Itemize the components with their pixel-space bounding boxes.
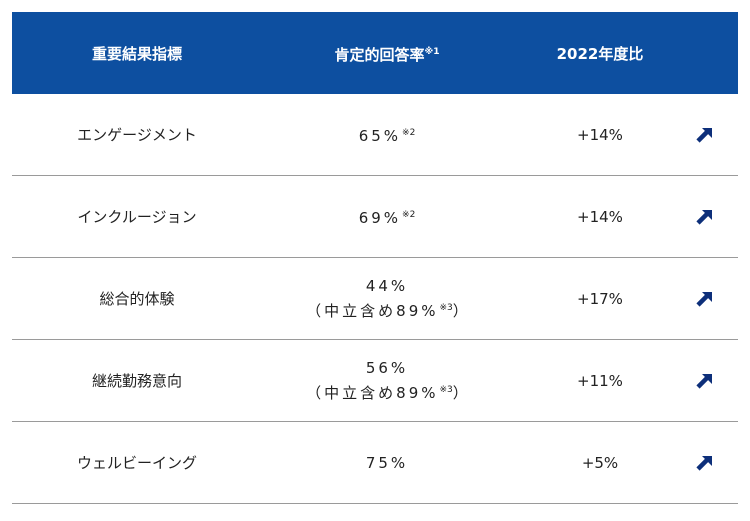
header-change: 2022年度比 bbox=[556, 44, 644, 63]
value-text: 56% bbox=[365, 359, 409, 377]
arrow-up-right-icon bbox=[696, 209, 712, 225]
value-footnote: ※2 bbox=[402, 128, 416, 138]
row-label: 総合的体験 bbox=[99, 290, 175, 308]
row-value: 56% （中立含め89%※3） bbox=[262, 357, 512, 404]
value-text: 69% bbox=[358, 209, 402, 227]
row-label: インクルージョン bbox=[77, 208, 197, 226]
row-label: エンゲージメント bbox=[77, 126, 197, 144]
header-footnote: ※1 bbox=[424, 46, 440, 57]
table-row: エンゲージメント 65%※2 +14% bbox=[12, 94, 738, 176]
subtext-close: ） bbox=[452, 302, 468, 320]
row-change: +5% bbox=[581, 453, 619, 472]
value-text: 44% bbox=[365, 277, 409, 295]
table-row: 総合的体験 44% （中立含め89%※3） +17% bbox=[12, 258, 738, 340]
subtext-main: （中立含め89% bbox=[306, 384, 439, 402]
row-change: +17% bbox=[577, 289, 623, 308]
table-row: 継続勤務意向 56% （中立含め89%※3） +11% bbox=[12, 340, 738, 422]
value-subtext: （中立含め89%※3） bbox=[262, 297, 512, 322]
row-value: 44% （中立含め89%※3） bbox=[262, 275, 512, 322]
header-kpi: 重要結果指標 bbox=[91, 44, 182, 63]
row-change: +11% bbox=[577, 371, 623, 390]
row-value: 65%※2 bbox=[262, 122, 512, 147]
row-label: ウェルビーイング bbox=[76, 454, 197, 472]
subtext-footnote: ※3 bbox=[439, 385, 453, 395]
header-positive-rate: 肯定的回答率※1 bbox=[262, 41, 512, 66]
value-text: 65% bbox=[358, 127, 402, 145]
value-text: 75% bbox=[365, 453, 409, 472]
row-value: 75% bbox=[262, 452, 512, 474]
row-label: 継続勤務意向 bbox=[91, 372, 182, 390]
arrow-up-right-icon bbox=[696, 455, 712, 471]
header-positive-rate-label: 肯定的回答率 bbox=[334, 45, 425, 64]
kpi-table: 重要結果指標 肯定的回答率※1 2022年度比 エンゲージメント 65%※2 +… bbox=[12, 12, 738, 504]
subtext-close: ） bbox=[452, 384, 468, 402]
table-row: ウェルビーイング 75% +5% bbox=[12, 422, 738, 504]
value-subtext: （中立含め89%※3） bbox=[262, 379, 512, 404]
table-row: インクルージョン 69%※2 +14% bbox=[12, 176, 738, 258]
subtext-footnote: ※3 bbox=[439, 303, 453, 313]
value-footnote: ※2 bbox=[402, 210, 416, 220]
arrow-up-right-icon bbox=[696, 291, 712, 307]
arrow-up-right-icon bbox=[696, 373, 712, 389]
row-value: 69%※2 bbox=[262, 204, 512, 229]
arrow-up-right-icon bbox=[696, 127, 712, 143]
table-header: 重要結果指標 肯定的回答率※1 2022年度比 bbox=[12, 12, 738, 94]
row-change: +14% bbox=[577, 207, 623, 226]
subtext-main: （中立含め89% bbox=[306, 302, 439, 320]
row-change: +14% bbox=[577, 125, 623, 144]
